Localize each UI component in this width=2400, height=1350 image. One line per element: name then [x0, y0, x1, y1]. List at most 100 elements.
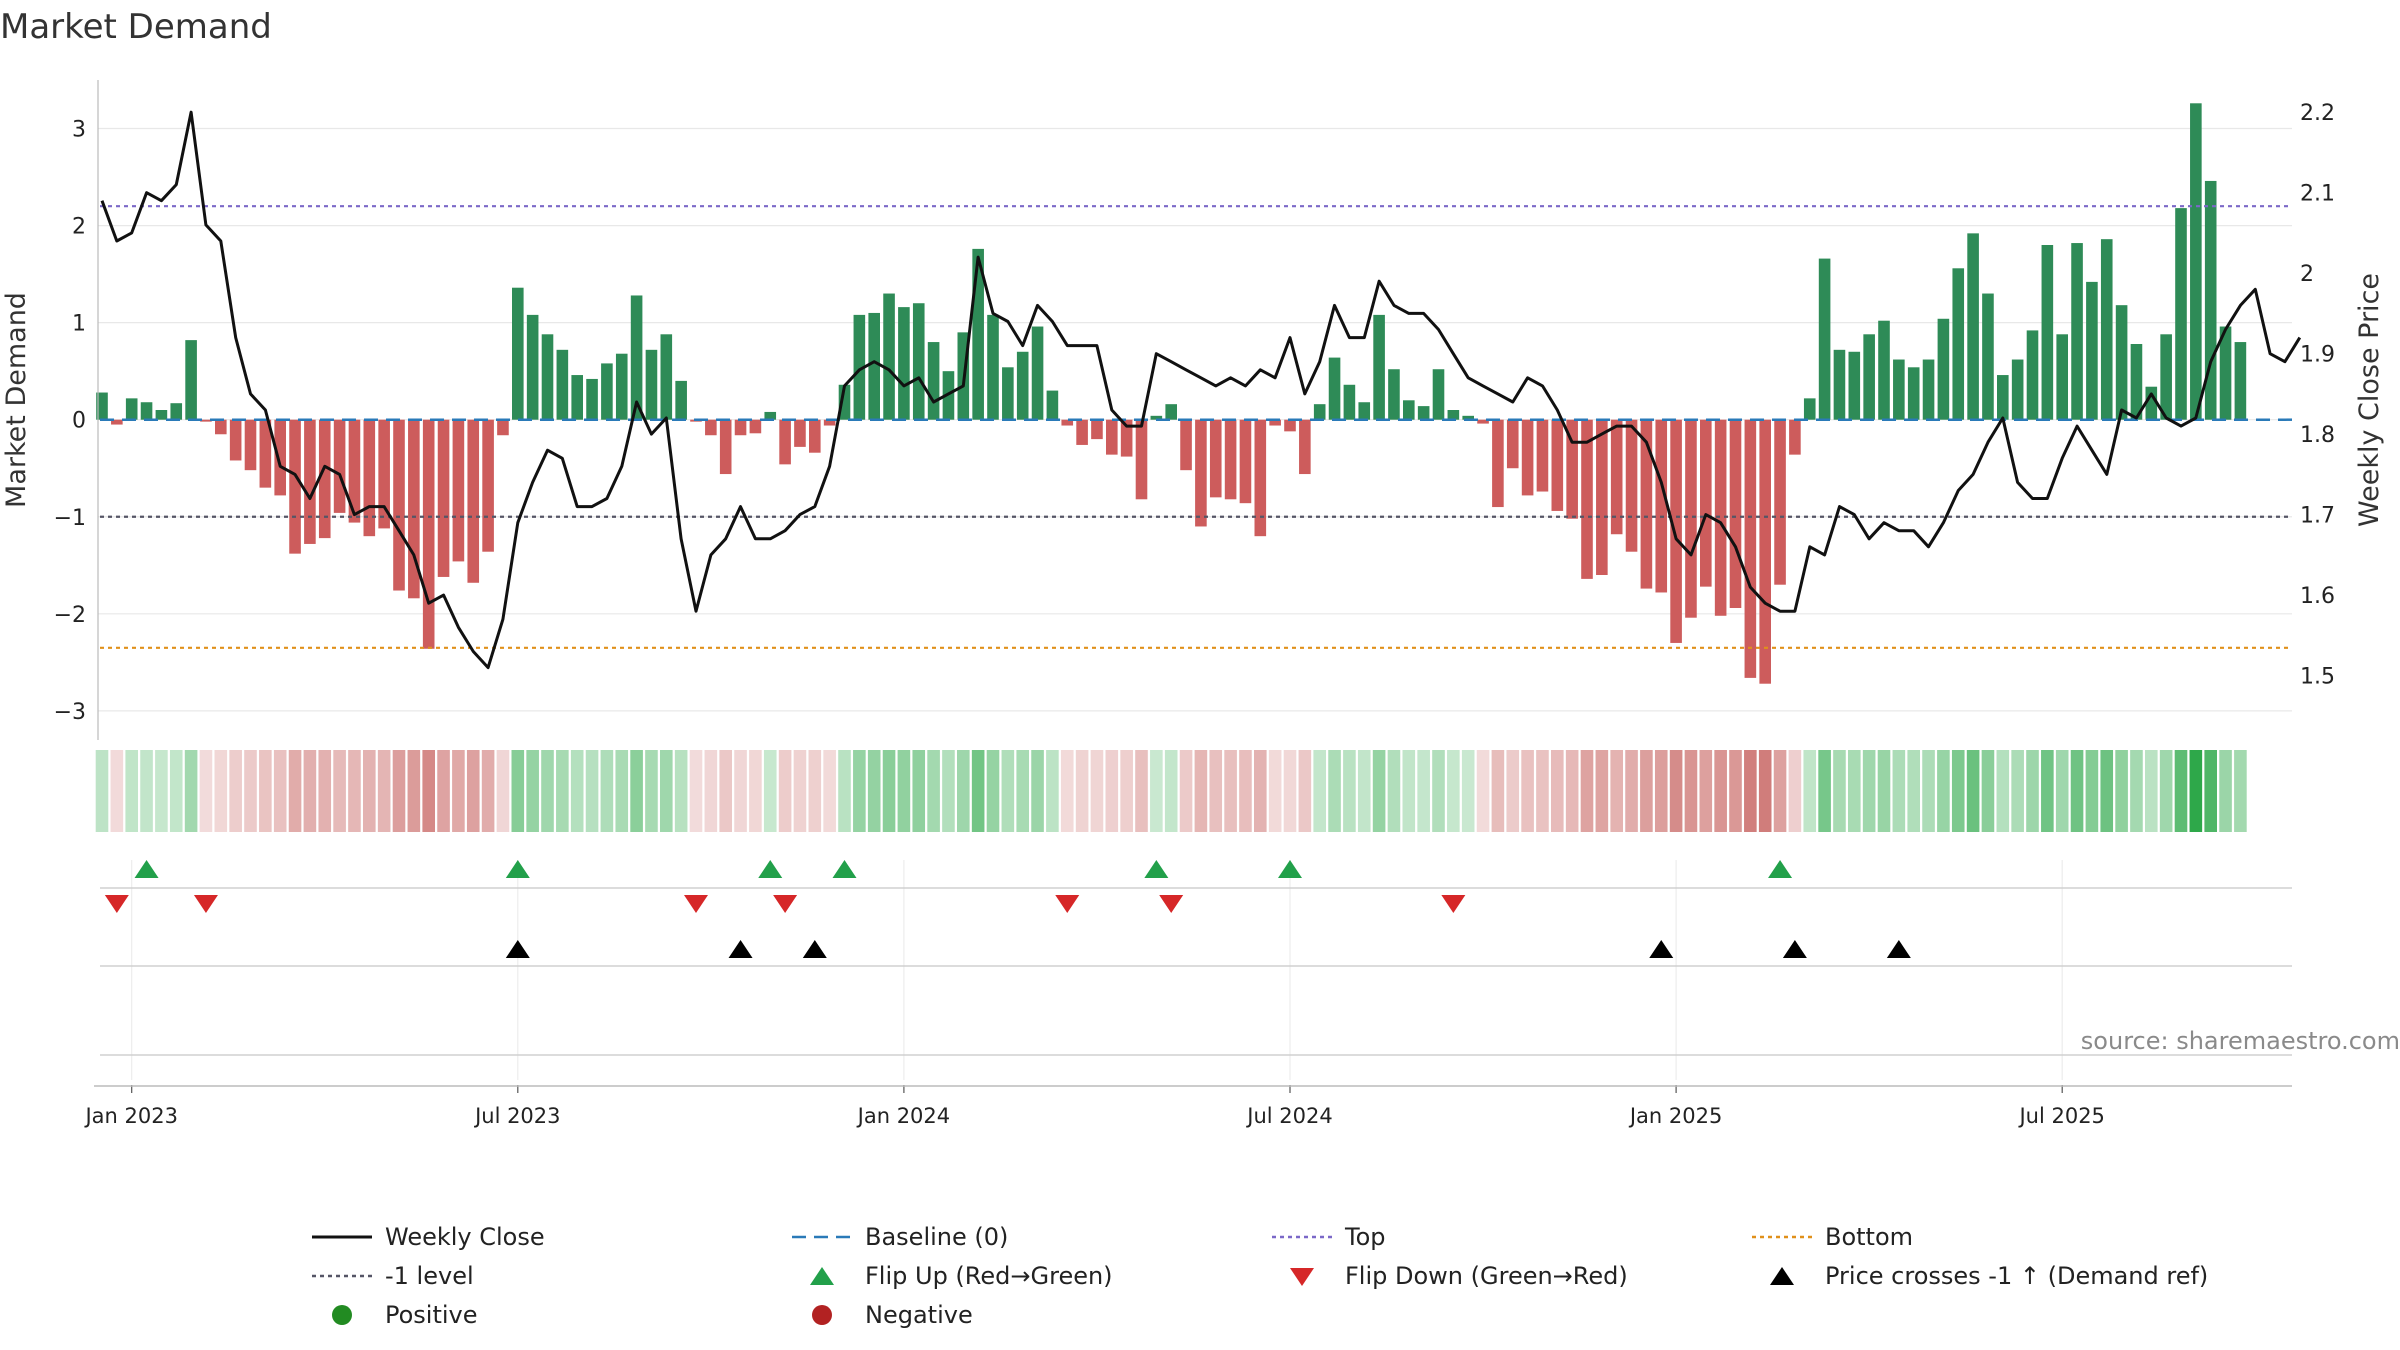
flip-up-marker: [1144, 860, 1169, 878]
demand-bar: [1120, 419, 1133, 457]
heat-strip-cell: [1907, 750, 1920, 832]
heat-strip-cell: [1402, 750, 1416, 832]
demand-bar: [200, 419, 212, 422]
price-cross-marker: [802, 940, 827, 958]
heat-strip-cell: [169, 750, 183, 832]
heat-strip-cell: [1239, 750, 1252, 832]
heat-strip-cell: [600, 750, 614, 832]
demand-bar: [1343, 384, 1356, 420]
y-tick-label: 0: [72, 409, 86, 434]
demand-bar: [1521, 419, 1534, 496]
legend-swatch-price-cross: [1770, 1267, 1794, 1285]
demand-bar: [645, 349, 658, 420]
demand-bar: [1536, 419, 1549, 492]
price-cross-marker: [1782, 940, 1807, 958]
demand-bar: [883, 293, 895, 420]
source-credit: source: sharemaestro.com: [2081, 1027, 2400, 1055]
demand-bar: [2219, 326, 2232, 420]
x-tick-label: Jul 2025: [2017, 1104, 2104, 1128]
demand-bar: [2145, 386, 2158, 420]
heat-strip-cell: [2159, 750, 2173, 832]
heat-strip-cell: [1595, 750, 1609, 832]
x-tick-label: Jan 2025: [1628, 1104, 1723, 1128]
heat-strip-cell: [2174, 750, 2188, 832]
demand-bar: [1432, 369, 1445, 420]
demand-bar: [1907, 367, 1920, 420]
demand-bar: [1729, 419, 1742, 608]
demand-bar: [1447, 410, 1460, 420]
heat-strip-cell: [1580, 750, 1594, 832]
demand-bar: [512, 287, 524, 420]
demand-bar: [125, 398, 138, 420]
heat-strip-cell: [704, 750, 718, 832]
demand-bar: [927, 342, 940, 420]
demand-bar: [779, 419, 791, 465]
heat-strip-cell: [1684, 750, 1698, 832]
demand-bar: [1328, 357, 1341, 420]
demand-bar: [1744, 419, 1757, 678]
heat-strip-cell: [2234, 750, 2247, 832]
heat-strip-cell: [125, 750, 138, 832]
flip-down-marker: [104, 895, 129, 913]
x-tick-label: Jul 2023: [473, 1104, 560, 1128]
demand-bar: [289, 419, 301, 554]
heat-strip-cell: [2145, 750, 2158, 832]
price-cross-marker: [1649, 940, 1674, 958]
demand-bar: [1046, 390, 1059, 420]
heat-strip-cell: [645, 750, 658, 832]
heat-strip-layer: [95, 750, 2247, 832]
demand-bar: [229, 419, 242, 461]
heat-strip-cell: [1937, 750, 1950, 832]
demand-bar: [1061, 419, 1074, 426]
demand-bar: [304, 419, 316, 544]
demand-bar: [1655, 419, 1668, 593]
legend-swatch-flip-down: [1290, 1268, 1314, 1286]
demand-bar: [794, 419, 806, 447]
demand-bar: [185, 340, 197, 420]
heat-strip-cell: [1565, 750, 1579, 832]
heat-strip-cell: [763, 750, 777, 832]
heat-strip-cell: [1060, 750, 1074, 832]
heat-strip-cell: [793, 750, 807, 832]
heat-strip-cell: [882, 750, 896, 832]
demand-bar: [96, 392, 108, 420]
heat-strip-cell: [689, 750, 703, 832]
heat-strip-cell: [1625, 750, 1638, 832]
price-cross-marker: [1886, 940, 1911, 958]
demand-bar: [1313, 404, 1326, 420]
heat-strip-cell: [466, 750, 480, 832]
demand-bar: [1477, 419, 1489, 424]
demand-bar: [1506, 419, 1519, 469]
heat-strip-cell: [1075, 750, 1089, 832]
demand-bar: [1596, 419, 1608, 575]
heat-strip-cell: [986, 750, 1000, 832]
demand-bar: [467, 419, 480, 583]
heat-strip-cell: [2085, 750, 2099, 832]
heat-strip-cell: [674, 750, 688, 832]
heat-strip-cell: [749, 750, 762, 832]
heat-strip-cell: [734, 750, 747, 832]
demand-bar: [1833, 349, 1846, 420]
demand-bar: [1195, 419, 1207, 527]
heat-strip-cell: [2204, 750, 2217, 832]
flip-up-marker: [832, 860, 857, 878]
heat-strip-cell: [437, 750, 450, 832]
flip-up-marker: [134, 860, 159, 878]
heat-strip-cell: [110, 750, 124, 832]
heat-strip-cell: [838, 750, 851, 832]
legend: Weekly Close Baseline (0) Top Bottom -1 leve…: [312, 1223, 2208, 1329]
heat-strip-cell: [1476, 750, 1490, 832]
heat-strip-cell: [927, 750, 940, 832]
heat-strip-cell: [2055, 750, 2069, 832]
heat-strip-cell: [615, 750, 629, 832]
demand-bar: [1803, 398, 1816, 420]
demand-bar: [1878, 320, 1890, 420]
heat-strip-cell: [1818, 750, 1831, 832]
heat-strip-cell: [1001, 750, 1015, 832]
heat-strip-cell: [1432, 750, 1445, 832]
heat-strip-cell: [199, 750, 213, 832]
demand-bar: [1284, 419, 1296, 432]
demand-bar: [2011, 359, 2024, 420]
heat-strip-cell: [392, 750, 406, 832]
heat-strip-cell: [867, 750, 881, 832]
